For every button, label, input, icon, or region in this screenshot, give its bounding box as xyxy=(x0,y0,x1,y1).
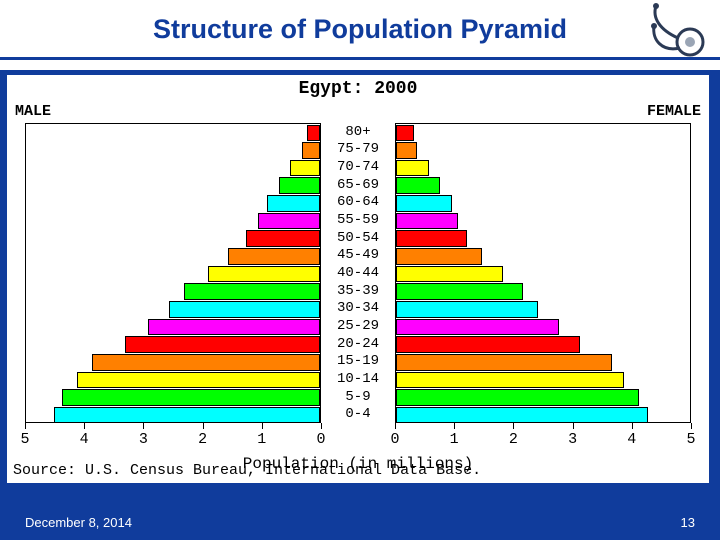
chart-title: Egypt: 2000 xyxy=(7,79,709,99)
male-bar xyxy=(246,230,320,247)
male-bar xyxy=(92,354,320,371)
x-tick-label: 2 xyxy=(509,431,518,448)
cohort-label: 60-64 xyxy=(321,194,395,210)
cohort-label: 35-39 xyxy=(321,283,395,299)
male-bar xyxy=(302,142,320,159)
female-bar xyxy=(396,266,503,283)
female-label: FEMALE xyxy=(647,103,701,120)
female-bar xyxy=(396,354,612,371)
female-bar xyxy=(396,336,580,353)
female-bar xyxy=(396,125,414,142)
male-bar xyxy=(279,177,320,194)
female-bar xyxy=(396,248,482,265)
cohort-label: 70-74 xyxy=(321,159,395,175)
cohort-label: 45-49 xyxy=(321,247,395,263)
cohort-label: 5-9 xyxy=(321,389,395,405)
slide: Structure of Population Pyramid Egypt: 2… xyxy=(0,0,720,540)
female-bar xyxy=(396,283,523,300)
male-bar xyxy=(148,319,320,336)
x-tick-label: 2 xyxy=(198,431,207,448)
footer: December 8, 2014 13 xyxy=(25,515,695,530)
x-tick-label: 3 xyxy=(139,431,148,448)
x-tick xyxy=(143,423,144,429)
x-tick-label: 3 xyxy=(568,431,577,448)
x-tick xyxy=(84,423,85,429)
x-tick xyxy=(395,423,396,429)
x-tick xyxy=(203,423,204,429)
female-bar xyxy=(396,160,429,177)
male-bar xyxy=(184,283,320,300)
x-tick-label: 1 xyxy=(257,431,266,448)
cohort-label: 0-4 xyxy=(321,406,395,422)
x-tick-label: 5 xyxy=(20,431,29,448)
male-label: MALE xyxy=(15,103,51,120)
title-band: Structure of Population Pyramid xyxy=(0,0,720,70)
female-bar xyxy=(396,177,440,194)
x-tick xyxy=(691,423,692,429)
female-bar xyxy=(396,213,458,230)
male-bar xyxy=(77,372,320,389)
x-tick xyxy=(262,423,263,429)
male-bar xyxy=(307,125,320,142)
x-tick-label: 0 xyxy=(316,431,325,448)
stethoscope-icon xyxy=(630,0,714,70)
x-tick xyxy=(573,423,574,429)
male-bar xyxy=(258,213,320,230)
cohort-label: 65-69 xyxy=(321,177,395,193)
female-bar xyxy=(396,407,648,424)
footer-date: December 8, 2014 xyxy=(25,515,132,530)
female-bar xyxy=(396,389,639,406)
female-bar xyxy=(396,319,559,336)
x-tick-label: 0 xyxy=(390,431,399,448)
chart-frame: Egypt: 2000 MALE FEMALE 80+75-79 70-74 65-… xyxy=(4,72,712,486)
x-tick-label: 4 xyxy=(627,431,636,448)
plot-area: 80+75-79 70-74 65-6960-64 55-59 50-5445-49 40… xyxy=(25,123,691,423)
x-tick-label: 5 xyxy=(686,431,695,448)
cohort-label: 55-59 xyxy=(321,212,395,228)
cohort-label: 80+ xyxy=(321,124,395,140)
female-axis-box xyxy=(395,123,691,423)
cohort-label: 30-34 xyxy=(321,300,395,316)
x-tick xyxy=(321,423,322,429)
cohort-label: 40-44 xyxy=(321,265,395,281)
cohort-label: 75-79 xyxy=(321,141,395,157)
male-bar xyxy=(228,248,320,265)
male-bar xyxy=(169,301,320,318)
male-bar xyxy=(54,407,320,424)
footer-page: 13 xyxy=(681,515,695,530)
male-bar xyxy=(208,266,320,283)
slide-title: Structure of Population Pyramid xyxy=(0,14,720,45)
source-text: Source: U.S. Census Bureau, Internationa… xyxy=(13,462,481,479)
male-bar xyxy=(267,195,320,212)
title-rule xyxy=(0,57,720,60)
x-tick xyxy=(632,423,633,429)
female-bar xyxy=(396,142,417,159)
female-bar xyxy=(396,372,624,389)
female-bar xyxy=(396,301,538,318)
x-tick xyxy=(454,423,455,429)
x-tick-label: 4 xyxy=(80,431,89,448)
cohort-label: 10-14 xyxy=(321,371,395,387)
cohort-label: 25-29 xyxy=(321,318,395,334)
male-axis-box xyxy=(25,123,321,423)
x-tick xyxy=(25,423,26,429)
female-bar xyxy=(396,230,467,247)
male-bar xyxy=(290,160,320,177)
cohort-labels: 80+75-79 70-74 65-6960-64 55-59 50-5445-49 40… xyxy=(321,123,395,423)
male-bar xyxy=(62,389,320,406)
cohort-label: 15-19 xyxy=(321,353,395,369)
x-tick-label: 1 xyxy=(450,431,459,448)
cohort-label: 50-54 xyxy=(321,230,395,246)
female-bar xyxy=(396,195,452,212)
cohort-label: 20-24 xyxy=(321,336,395,352)
x-tick xyxy=(513,423,514,429)
male-bar xyxy=(125,336,320,353)
